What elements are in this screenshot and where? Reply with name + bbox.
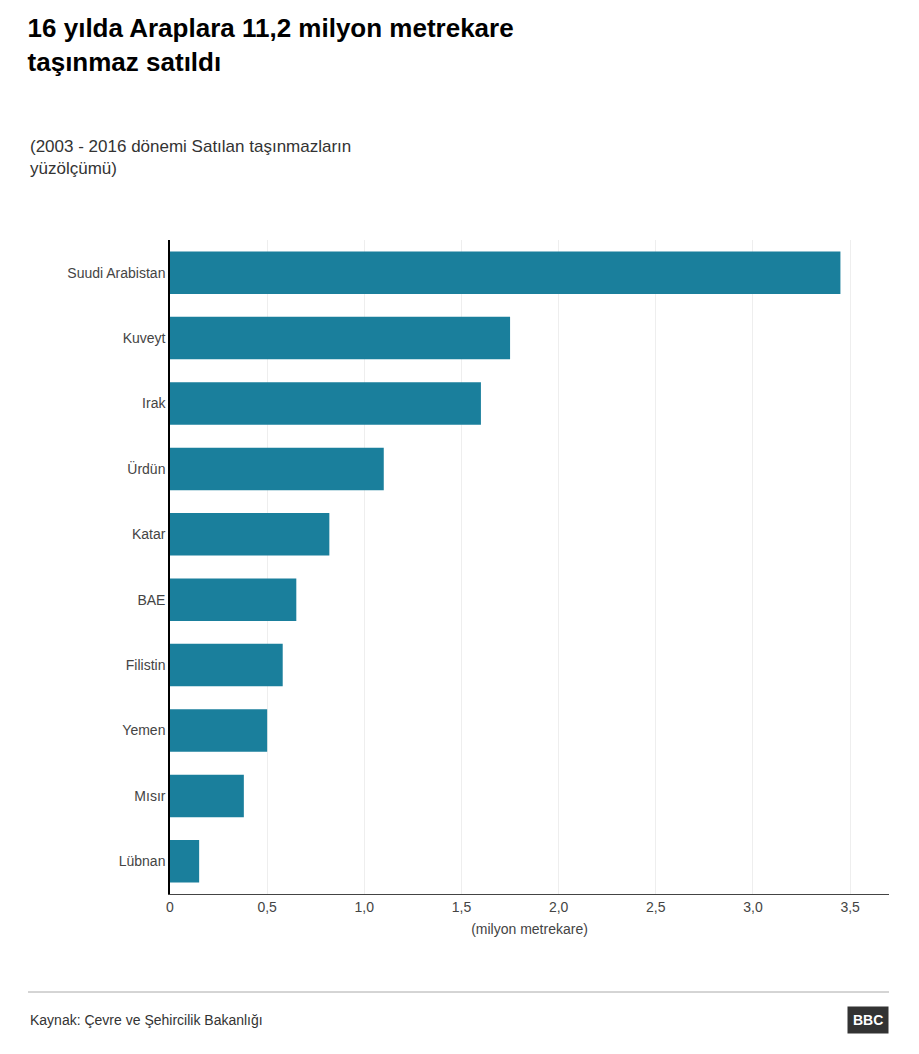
svg-text:1,0: 1,0 [355,899,375,915]
svg-text:(milyon metrekare): (milyon metrekare) [471,921,588,937]
svg-text:0: 0 [166,899,174,915]
svg-text:16 yılda Araplara 11,2 milyon: 16 yılda Araplara 11,2 milyon metrekaret… [28,13,514,77]
svg-text:Katar: Katar [132,526,166,542]
svg-text:1,5: 1,5 [452,899,472,915]
svg-text:BBC: BBC [853,1012,883,1028]
svg-text:2,5: 2,5 [646,899,666,915]
svg-text:2,0: 2,0 [549,899,569,915]
svg-text:Kaynak: Çevre ve Şehircilik Ba: Kaynak: Çevre ve Şehircilik Bakanlığı [30,1012,263,1028]
svg-text:Kuveyt: Kuveyt [123,330,166,346]
svg-text:Filistin: Filistin [126,657,166,673]
svg-text:Yemen: Yemen [122,722,165,738]
svg-text:Suudi Arabistan: Suudi Arabistan [67,265,165,281]
svg-text:0,5: 0,5 [257,899,277,915]
svg-text:Mısır: Mısır [134,788,165,804]
svg-text:Irak: Irak [142,395,166,411]
svg-text:BAE: BAE [137,592,165,608]
svg-text:Ürdün: Ürdün [127,460,165,477]
svg-text:3,5: 3,5 [840,899,860,915]
svg-text:3,0: 3,0 [743,899,763,915]
svg-text:Lübnan: Lübnan [119,853,166,869]
svg-text:(2003 - 2016 dönemi Satılan ta: (2003 - 2016 dönemi Satılan taşınmazları… [30,137,351,178]
